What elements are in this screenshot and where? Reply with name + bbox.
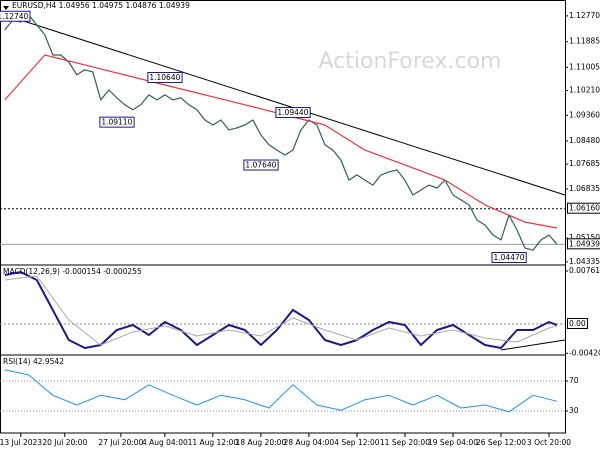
level-label-box [567,202,600,214]
plot-frame [0,0,566,434]
level-label: 1.06160 [569,204,600,213]
y-tick-label: 1.08480 [569,136,600,145]
x-tick-label: 4 Sep 12:00 [334,438,380,447]
x-tick-label: 27 Jul 20:00 [98,438,143,447]
series-line [4,14,558,251]
x-tick-label: 18 Aug 20:00 [236,438,287,447]
y-tick-label: -0.004205 [569,348,600,357]
annotation-label-box [491,251,527,263]
level-label-box [567,238,600,250]
annotation-label-box [99,116,135,128]
y-tick-label: 1.10210 [569,86,600,95]
y-tick-label: 1.07685 [569,159,600,168]
x-tick-label: 28 Aug 04:00 [284,438,335,447]
trendline [4,14,566,196]
level-label: 0.00 [569,319,586,328]
y-tick-label: 70 [569,376,579,385]
x-tick-label: 20 Jul 20:00 [42,438,87,447]
annotation-label: 1.10640 [149,73,180,82]
series-line [4,275,558,346]
x-tick-label: 19 Sep 04:00 [428,438,478,447]
x-tick-label: 4 Aug 04:00 [142,438,188,447]
y-tick-label: 1.09360 [569,110,600,119]
y-tick-label: 1.11005 [569,62,600,71]
annotation-label: 1.12740 [0,12,29,21]
y-tick-label: 1.11885 [569,37,600,46]
series-line [4,369,558,413]
series-line [4,271,558,349]
x-tick-label: 13 Jul 2023 [0,438,42,447]
annotation-label-box [0,10,31,22]
dropdown-icon [3,6,9,10]
level-label: 1.04939 [569,239,600,248]
annotation-label-box [275,107,311,119]
y-tick-label: 1.12770 [569,11,600,20]
y-tick-label: 1.04335 [569,257,600,266]
series-line [4,54,558,229]
trendline [500,339,566,351]
y-tick-label: 1.05150 [569,233,600,242]
annotation-label: 1.07640 [245,161,276,170]
y-tick-label: 30 [569,406,579,415]
x-tick-label: 26 Sep 12:00 [476,438,526,447]
watermark: ActionForex.com [319,49,502,74]
annotation-label-box [147,72,183,84]
level-label-box [567,318,588,330]
annotation-label-box [243,159,279,171]
x-tick-label: 11 Aug 12:00 [188,438,239,447]
x-tick-label: 3 Oct 20:00 [527,438,571,447]
x-tick-label: 11 Sep 20:00 [380,438,430,447]
annotation-label: 1.04470 [493,253,524,262]
panel-title: EURUSD,H4 1.04956 1.04975 1.04876 1.0493… [12,1,190,10]
y-tick-label: 1.06835 [569,184,600,193]
annotation-label: 1.09440 [277,108,308,117]
y-tick-label: 0.00761 [569,266,600,275]
annotation-label: 1.09110 [101,118,132,127]
panel-title: RSI(14) 42.9542 [3,357,64,366]
panel-title: MACD(12,26,9) -0.000154 -0.000255 [3,267,142,276]
